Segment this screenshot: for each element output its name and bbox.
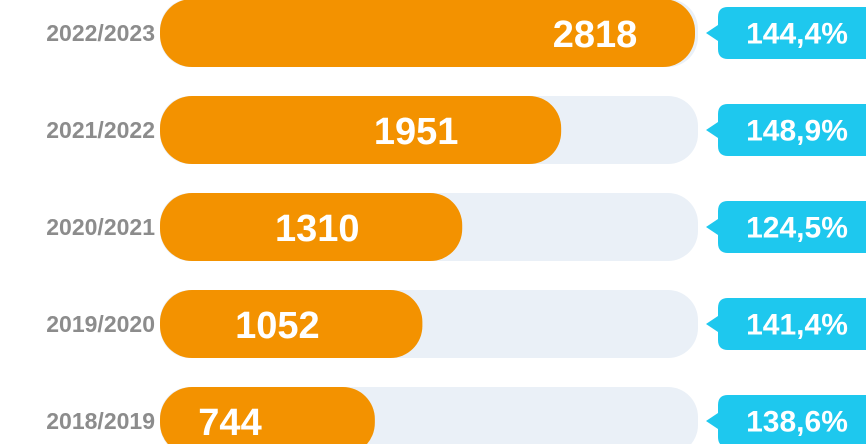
growth-badge <box>706 201 866 253</box>
category-label: 2019/2020 <box>46 311 155 337</box>
bar-value-label: 1951 <box>374 111 459 153</box>
bar <box>160 193 463 261</box>
bar-value-label: 1310 <box>275 208 360 250</box>
growth-label: 124,5% <box>746 212 848 245</box>
bar <box>160 0 695 67</box>
growth-label: 138,6% <box>746 406 848 439</box>
growth-badge <box>706 395 866 444</box>
bar <box>160 387 375 444</box>
bar <box>160 290 423 358</box>
growth-badge <box>706 298 866 350</box>
bar-value-label: 744 <box>198 402 261 444</box>
category-label: 2020/2021 <box>46 214 155 240</box>
growth-label: 141,4% <box>746 309 848 342</box>
bar-value-label: 1052 <box>235 305 320 347</box>
category-label: 2022/2023 <box>46 20 155 46</box>
growth-label: 144,4% <box>746 18 848 51</box>
growth-badge <box>706 7 866 59</box>
growth-label: 148,9% <box>746 115 848 148</box>
growth-badge <box>706 104 866 156</box>
bar-value-label: 2818 <box>553 14 638 56</box>
category-label: 2018/2019 <box>46 408 155 434</box>
category-label: 2021/2022 <box>46 117 155 143</box>
bar <box>160 96 562 164</box>
